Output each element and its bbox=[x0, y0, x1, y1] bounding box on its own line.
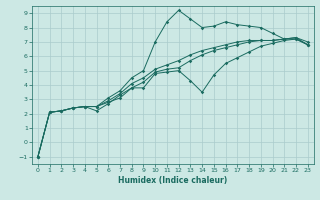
X-axis label: Humidex (Indice chaleur): Humidex (Indice chaleur) bbox=[118, 176, 228, 185]
